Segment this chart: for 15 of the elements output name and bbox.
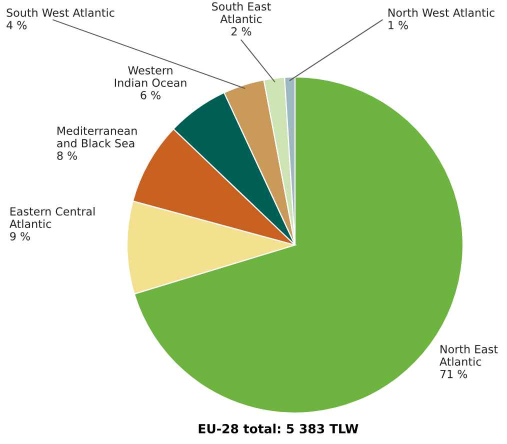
data-label: 6 % [140, 90, 160, 100]
data-label: 4 % [6, 20, 27, 30]
slice-label: Mediterranean and Black Sea [57, 126, 137, 148]
data-label: 2 % [231, 27, 252, 36]
data-label: 8 % [57, 151, 77, 160]
data-label: 71 % [440, 370, 468, 378]
slice-label: Eastern Central Atlantic [9, 207, 95, 228]
slice-label: South West Atlantic [6, 8, 114, 17]
data-label: 1 % [388, 20, 408, 30]
slice-label: Western Indian Ocean [114, 66, 186, 87]
slice-label: North West Atlantic [388, 8, 494, 17]
slice-label: North East Atlantic [440, 344, 498, 366]
text: EU-28 total: 5 383 TLW [198, 424, 358, 434]
data-label: 9 % [10, 232, 30, 241]
slice-label: South East Atlantic [212, 2, 271, 24]
